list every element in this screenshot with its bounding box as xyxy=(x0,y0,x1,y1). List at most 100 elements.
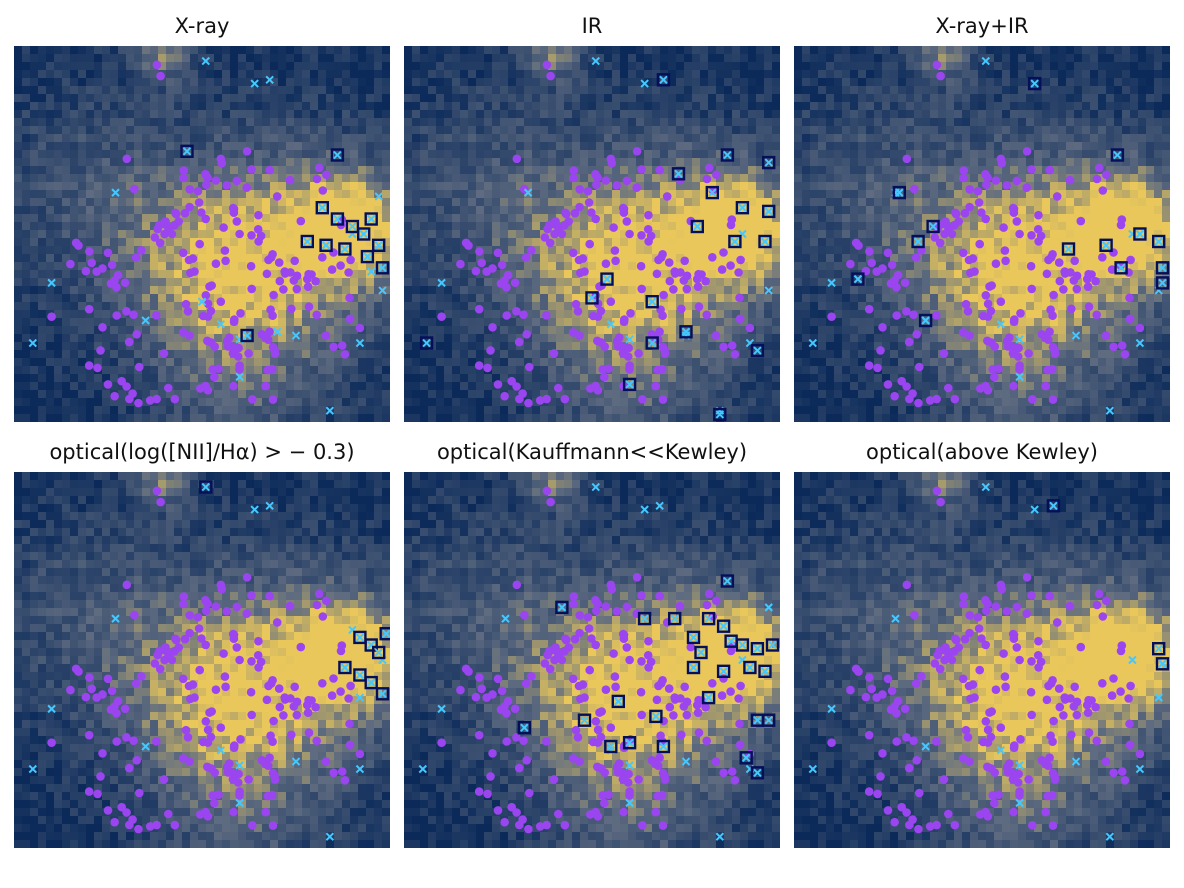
map-cell xyxy=(436,150,444,158)
map-cell xyxy=(102,414,110,422)
map-cell xyxy=(62,238,70,246)
map-cell xyxy=(772,182,780,190)
map-cell xyxy=(732,358,740,366)
map-cell xyxy=(382,374,390,382)
map-cell xyxy=(404,214,412,222)
map-cell xyxy=(684,238,692,246)
map-cell xyxy=(452,366,460,374)
map-cell xyxy=(772,382,780,390)
map-cell xyxy=(580,78,588,86)
map-cell xyxy=(524,222,532,230)
map-cell xyxy=(476,334,484,342)
map-cell xyxy=(326,126,334,134)
map-cell xyxy=(572,78,580,86)
map-cell xyxy=(334,134,342,142)
map-cell xyxy=(452,326,460,334)
map-cell xyxy=(676,198,684,206)
map-cell xyxy=(676,206,684,214)
map-cell xyxy=(302,150,310,158)
map-cell xyxy=(444,46,452,54)
map-cell xyxy=(382,214,390,222)
map-cell xyxy=(684,390,692,398)
map-cell xyxy=(358,358,366,366)
map-cell xyxy=(764,214,772,222)
map-cell xyxy=(310,358,318,366)
map-cell xyxy=(174,294,182,302)
map-cell xyxy=(342,54,350,62)
map-cell xyxy=(772,118,780,126)
map-cell xyxy=(326,286,334,294)
map-cell xyxy=(596,246,604,254)
map-cell xyxy=(468,46,476,54)
map-cell xyxy=(70,334,78,342)
map-cell xyxy=(238,46,246,54)
map-cell xyxy=(230,126,238,134)
map-cell xyxy=(166,238,174,246)
map-cell xyxy=(230,390,238,398)
map-cell xyxy=(86,86,94,94)
galaxy-dot xyxy=(279,285,288,294)
galaxy-dot xyxy=(230,317,239,326)
map-cell xyxy=(374,366,382,374)
map-cell xyxy=(516,246,524,254)
map-cell xyxy=(286,350,294,358)
map-cell xyxy=(700,366,708,374)
map-cell xyxy=(246,102,254,110)
map-cell xyxy=(748,262,756,270)
map-cell xyxy=(404,190,412,198)
map-cell xyxy=(468,342,476,350)
map-cell xyxy=(118,182,126,190)
map-cell xyxy=(166,270,174,278)
map-cell xyxy=(460,334,468,342)
map-cell xyxy=(238,94,246,102)
map-cell xyxy=(246,270,254,278)
map-cell xyxy=(382,166,390,174)
map-cell xyxy=(110,182,118,190)
galaxy-dot xyxy=(576,269,585,278)
map-cell xyxy=(46,86,54,94)
map-cell xyxy=(692,70,700,78)
map-cell xyxy=(452,302,460,310)
map-cell xyxy=(102,334,110,342)
map-cell xyxy=(572,102,580,110)
map-cell xyxy=(174,102,182,110)
map-cell xyxy=(118,326,126,334)
map-cell xyxy=(794,350,802,358)
map-cell xyxy=(540,278,548,286)
map-cell xyxy=(748,310,756,318)
map-cell xyxy=(772,246,780,254)
map-cell xyxy=(182,70,190,78)
map-cell xyxy=(110,358,118,366)
map-cell xyxy=(580,118,588,126)
map-cell xyxy=(500,46,508,54)
map-cell xyxy=(70,174,78,182)
map-cell xyxy=(142,374,150,382)
map-cell xyxy=(452,94,460,102)
map-cell xyxy=(420,126,428,134)
galaxy-dot xyxy=(336,261,345,270)
map-cell xyxy=(46,206,54,214)
map-cell xyxy=(476,286,484,294)
map-cell xyxy=(254,158,262,166)
map-cell xyxy=(484,334,492,342)
map-cell xyxy=(644,350,652,358)
map-cell xyxy=(404,110,412,118)
map-cell xyxy=(420,102,428,110)
map-cell xyxy=(254,134,262,142)
map-cell xyxy=(278,310,286,318)
galaxy-dot xyxy=(210,342,219,351)
map-cell xyxy=(14,278,22,286)
map-cell xyxy=(708,86,716,94)
map-cell xyxy=(22,286,30,294)
map-cell xyxy=(54,142,62,150)
map-cell xyxy=(174,262,182,270)
map-cell xyxy=(444,222,452,230)
map-cell xyxy=(612,78,620,86)
map-cell xyxy=(342,398,350,406)
map-cell xyxy=(444,366,452,374)
map-cell xyxy=(126,366,134,374)
map-cell xyxy=(500,78,508,86)
map-cell xyxy=(70,318,78,326)
map-cell xyxy=(54,206,62,214)
map-cell xyxy=(230,54,238,62)
